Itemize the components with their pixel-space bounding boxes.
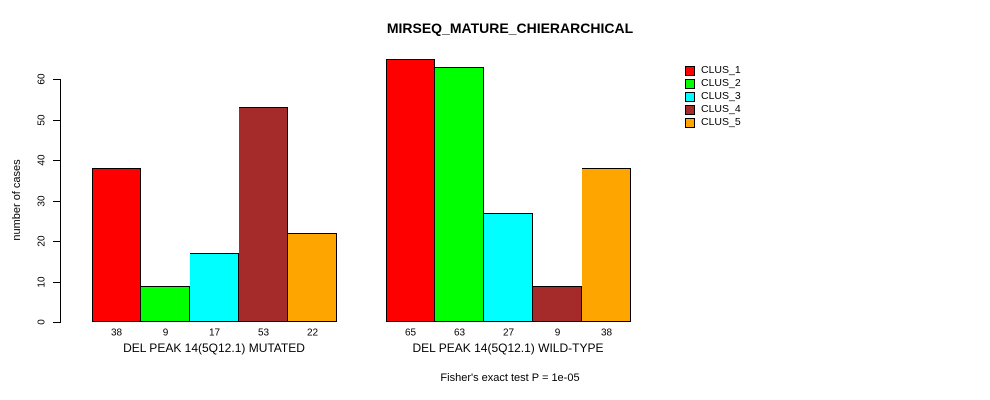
bar-value-label: 38	[600, 327, 613, 339]
chart-title: MIRSEQ_MATURE_CHIERARCHICAL	[386, 20, 634, 36]
legend-row: CLUS_1	[685, 64, 741, 77]
bar-value-label: 9	[554, 327, 561, 339]
bar-value-label: 63	[453, 327, 466, 339]
bar-clus_1-group2	[386, 59, 435, 322]
y-tick-mark	[53, 322, 60, 323]
bar-clus_3-group1	[190, 253, 239, 322]
bar-clus_4-group1	[239, 107, 288, 322]
legend-label: CLUS_2	[701, 77, 741, 89]
legend-row: CLUS_2	[685, 77, 741, 90]
legend-swatch-icon	[685, 104, 695, 115]
x-group-label-wildtype: DEL PEAK 14(5Q12.1) WILD-TYPE	[412, 341, 604, 355]
legend-row: CLUS_4	[685, 103, 741, 116]
bar-clus_2-group2	[435, 67, 484, 322]
y-tick-mark	[53, 120, 60, 121]
bar-clus_4-group2	[533, 286, 582, 322]
y-tick-label: 0	[36, 319, 48, 325]
y-tick-mark	[53, 241, 60, 242]
y-tick-mark	[53, 160, 60, 161]
bar-clus_5-group2	[582, 168, 631, 322]
legend-label: CLUS_4	[701, 103, 741, 115]
legend-swatch-icon	[685, 78, 695, 89]
legend-row: CLUS_3	[685, 90, 741, 103]
legend-row: CLUS_5	[685, 116, 741, 129]
legend: CLUS_1 CLUS_2 CLUS_3 CLUS_4 CLUS_5	[685, 64, 741, 129]
legend-label: CLUS_1	[701, 64, 741, 76]
y-axis-line	[60, 79, 61, 323]
bar-clus_1-group1	[92, 168, 141, 322]
bar-value-label: 53	[257, 327, 270, 339]
legend-swatch-icon	[685, 65, 695, 76]
y-tick-label: 60	[36, 73, 48, 85]
bar-value-label: 22	[306, 327, 319, 339]
legend-label: CLUS_3	[701, 90, 741, 102]
bar-value-label: 65	[404, 327, 417, 339]
bar-value-label: 17	[208, 327, 221, 339]
y-tick-mark	[53, 201, 60, 202]
bar-clus_5-group1	[288, 233, 337, 322]
x-group-label-mutated: DEL PEAK 14(5Q12.1) MUTATED	[123, 341, 305, 355]
legend-label: CLUS_5	[701, 116, 741, 128]
y-tick-label: 20	[36, 235, 48, 247]
bar-clus_3-group2	[484, 213, 533, 322]
y-tick-mark	[53, 282, 60, 283]
y-tick-mark	[53, 79, 60, 80]
annotation-text: Fisher's exact test P = 1e-05	[440, 372, 580, 384]
y-tick-label: 40	[36, 154, 48, 166]
y-tick-label: 30	[36, 195, 48, 207]
bar-value-label: 38	[110, 327, 123, 339]
bar-value-label: 9	[162, 327, 169, 339]
legend-swatch-icon	[685, 91, 695, 102]
y-tick-label: 10	[36, 276, 48, 288]
bar-value-label: 27	[502, 327, 515, 339]
bar-clus_2-group1	[141, 286, 190, 322]
y-axis-label: number of cases	[11, 159, 23, 241]
legend-swatch-icon	[685, 117, 695, 128]
y-tick-label: 50	[36, 114, 48, 126]
